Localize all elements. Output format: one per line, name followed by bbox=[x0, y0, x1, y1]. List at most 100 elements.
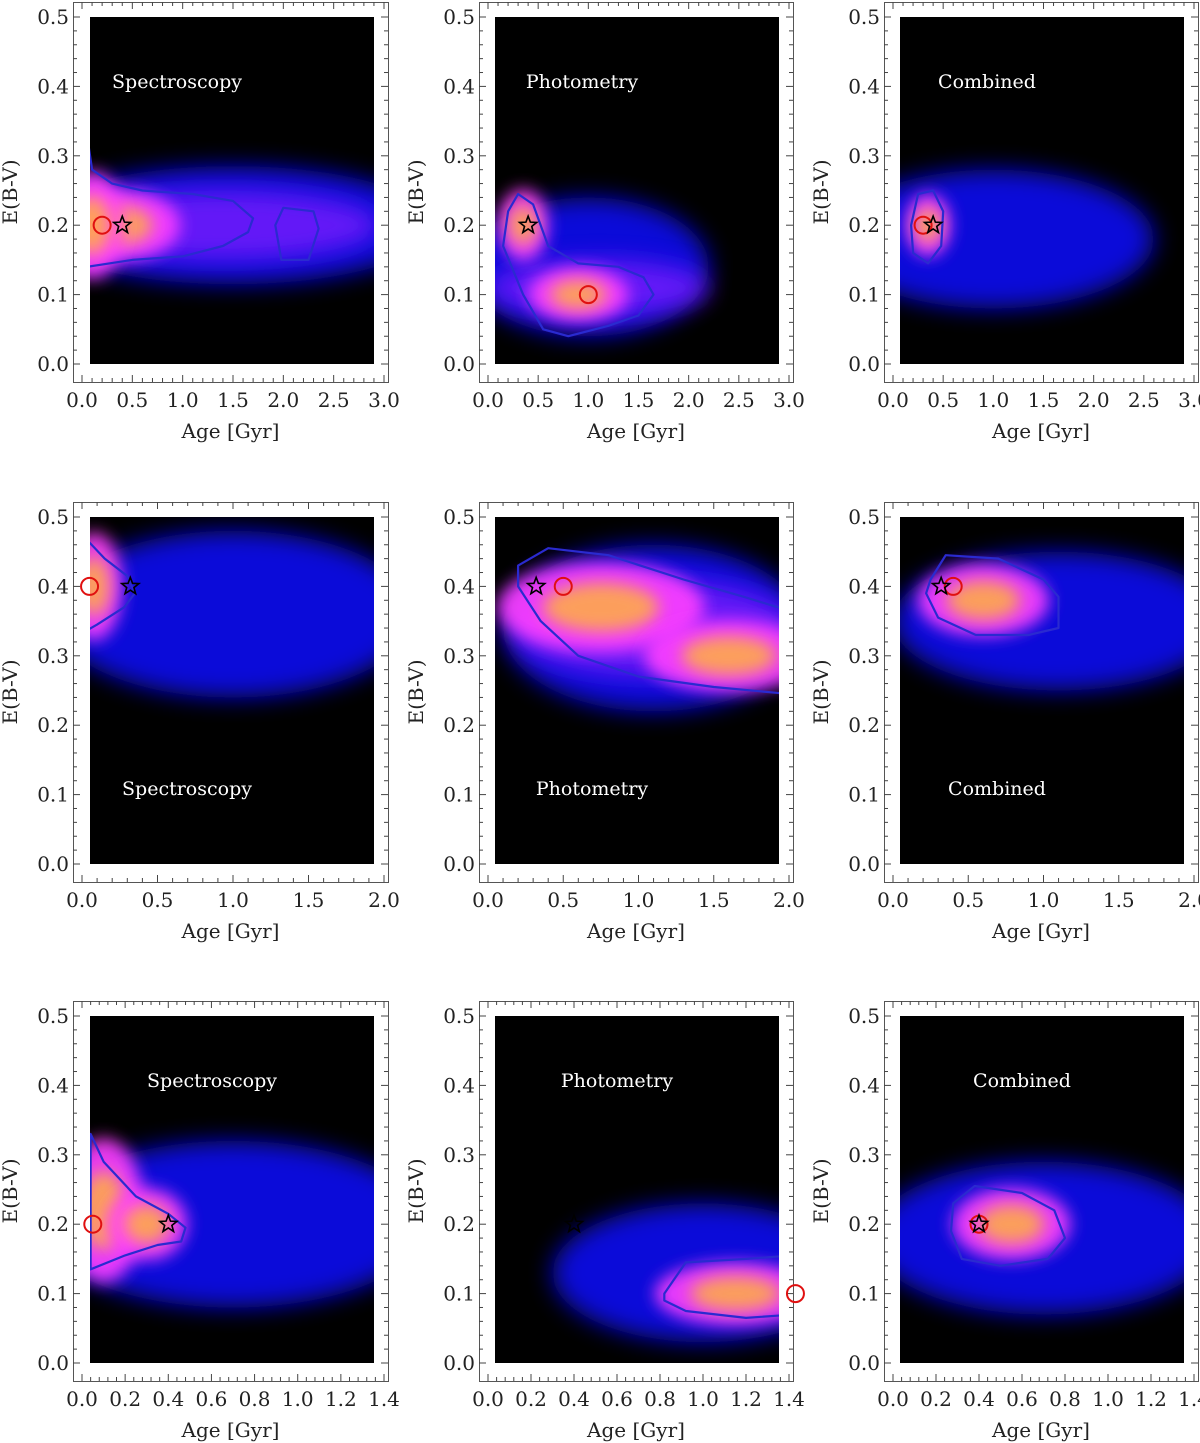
x-tick-label: 2.0 bbox=[267, 388, 299, 412]
y-tick-label: 0.0 bbox=[848, 852, 880, 876]
confidence-contour bbox=[517, 547, 779, 695]
panel-title: Photometry bbox=[536, 778, 649, 800]
best-fit-star-marker bbox=[119, 575, 142, 596]
y-tick-label: 0.5 bbox=[37, 5, 69, 29]
x-tick-label: 2.0 bbox=[1078, 388, 1110, 412]
plot-frame bbox=[73, 1001, 389, 1382]
confidence-contour bbox=[663, 1255, 779, 1319]
panel-title: Photometry bbox=[561, 1070, 674, 1092]
likelihood-core bbox=[542, 582, 659, 632]
x-tick-label: 2.0 bbox=[1178, 888, 1200, 912]
x-tick-label: 0.8 bbox=[644, 1387, 676, 1411]
best-fit-star-marker bbox=[157, 1212, 180, 1234]
plot-frame bbox=[884, 502, 1199, 883]
likelihood-core bbox=[124, 1204, 170, 1244]
x-axis-label: Age [Gyr] bbox=[991, 1418, 1090, 1442]
y-tick-label: 0.4 bbox=[443, 574, 475, 598]
heatmap bbox=[900, 17, 1184, 364]
x-tick-label: 0.5 bbox=[142, 888, 174, 912]
x-tick-label: 2.5 bbox=[318, 388, 350, 412]
heatmap bbox=[900, 517, 1184, 864]
x-tick-label: 0.0 bbox=[66, 1387, 98, 1411]
x-tick-label: 2.5 bbox=[723, 388, 755, 412]
y-tick-label: 0.4 bbox=[443, 1073, 475, 1097]
y-tick-label: 0.4 bbox=[848, 74, 880, 98]
y-tick-label: 0.0 bbox=[37, 352, 69, 376]
y-tick-label: 0.2 bbox=[443, 713, 475, 737]
panel-title: Spectroscopy bbox=[147, 1070, 277, 1092]
x-tick-label: 0.0 bbox=[877, 888, 909, 912]
panel-title: Combined bbox=[938, 71, 1036, 93]
confidence-contour bbox=[949, 1184, 1067, 1267]
y-axis-label: E(B-V) bbox=[809, 659, 833, 724]
best-fit-star-marker bbox=[968, 1212, 990, 1234]
y-axis-label: E(B-V) bbox=[0, 159, 22, 224]
y-tick-label: 0.2 bbox=[848, 1212, 880, 1236]
confidence-contour bbox=[90, 147, 255, 268]
true-value-marker bbox=[913, 215, 933, 235]
likelihood-core bbox=[681, 636, 777, 676]
likelihood-core bbox=[690, 1276, 779, 1311]
heatmap bbox=[90, 517, 374, 864]
best-fit-star-marker bbox=[563, 1212, 585, 1234]
panel-2-3: 0.0 0.5 1.0 1.5 2.0 0.0 0.1 0.2 0.3 0.4 0.5 Age [Gy… bbox=[809, 502, 1200, 943]
best-fit-star-marker bbox=[922, 213, 944, 235]
y-tick-label: 0.1 bbox=[848, 283, 880, 307]
heatmap bbox=[495, 17, 779, 364]
y-tick-label: 0.1 bbox=[443, 1282, 475, 1306]
confidence-contour bbox=[925, 554, 1060, 637]
y-tick-label: 0.0 bbox=[443, 1351, 475, 1375]
x-tick-label: 3.0 bbox=[773, 388, 805, 412]
y-tick-label: 0.5 bbox=[37, 505, 69, 529]
y-tick-label: 0.2 bbox=[37, 1212, 69, 1236]
x-axis-label: Age [Gyr] bbox=[181, 1418, 280, 1442]
heatmap bbox=[495, 1016, 779, 1363]
x-axis-label: Age [Gyr] bbox=[181, 419, 280, 443]
y-tick-label: 0.4 bbox=[848, 574, 880, 598]
x-axis-label: Age [Gyr] bbox=[181, 919, 280, 943]
y-tick-label: 0.3 bbox=[848, 644, 880, 668]
likelihood-core bbox=[978, 1204, 1045, 1244]
y-axis-label: E(B-V) bbox=[809, 1158, 833, 1223]
best-fit-star-marker bbox=[930, 575, 952, 596]
y-tick-label: 0.2 bbox=[443, 1212, 475, 1236]
y-axis-label: E(B-V) bbox=[809, 159, 833, 224]
heatmap bbox=[90, 1016, 374, 1363]
x-axis-label: Age [Gyr] bbox=[586, 919, 685, 943]
x-tick-label: 3.0 bbox=[1178, 388, 1200, 412]
plot-frame bbox=[73, 2, 389, 383]
likelihood-band bbox=[90, 530, 374, 698]
x-tick-label: 0.2 bbox=[920, 1387, 952, 1411]
x-tick-label: 1.5 bbox=[293, 888, 325, 912]
y-tick-label: 0.5 bbox=[443, 1004, 475, 1028]
best-fit-star-marker bbox=[111, 213, 133, 235]
panel-3-2: 0.0 0.2 0.4 0.6 0.8 1.0 1.2 1.4 0.0 0.1 0.2 0.3 0.4 0… bbox=[404, 1001, 805, 1442]
heatmap bbox=[495, 517, 779, 864]
x-tick-label: 0.5 bbox=[547, 888, 579, 912]
y-tick-label: 0.1 bbox=[37, 1282, 69, 1306]
y-tick-label: 0.3 bbox=[443, 644, 475, 668]
x-tick-label: 1.0 bbox=[623, 888, 655, 912]
y-tick-label: 0.1 bbox=[37, 283, 69, 307]
panel-2-1: 0.0 0.5 1.0 1.5 2.0 0.0 0.1 0.2 0.3 0.4 0.5 Age [Gy… bbox=[0, 502, 400, 943]
x-tick-label: 2.0 bbox=[368, 888, 400, 912]
confidence-contour bbox=[502, 192, 655, 338]
confidence-contour bbox=[90, 541, 136, 630]
panel-1-1: 0.0 0.5 1.0 1.5 2.0 2.5 3.0 0.0 0.1 0.2 0.3 0.4 0.5 A… bbox=[0, 2, 400, 443]
panel-3-1: 0.0 0.2 0.4 0.6 0.8 1.0 1.2 1.4 0.0 0.1 0.2 0.3 0.4 0… bbox=[0, 1001, 400, 1442]
y-tick-label: 0.1 bbox=[37, 783, 69, 807]
plot-frame bbox=[884, 1001, 1199, 1382]
x-tick-label: 1.2 bbox=[1135, 1387, 1167, 1411]
x-tick-label: 0.0 bbox=[66, 388, 98, 412]
x-tick-label: 0.0 bbox=[472, 388, 504, 412]
y-tick-label: 0.3 bbox=[37, 1143, 69, 1167]
panel-title: Spectroscopy bbox=[112, 71, 242, 93]
x-axis-label: Age [Gyr] bbox=[991, 919, 1090, 943]
x-tick-label: 0.2 bbox=[109, 1387, 141, 1411]
panel-1-2: 0.0 0.5 1.0 1.5 2.0 2.5 3.0 0.0 0.1 0.2 0.3 0.4 0.5 A… bbox=[404, 2, 805, 443]
y-tick-label: 0.5 bbox=[848, 5, 880, 29]
x-tick-label: 0.5 bbox=[522, 388, 554, 412]
panel-title: Photometry bbox=[526, 71, 639, 93]
y-tick-label: 0.5 bbox=[848, 1004, 880, 1028]
